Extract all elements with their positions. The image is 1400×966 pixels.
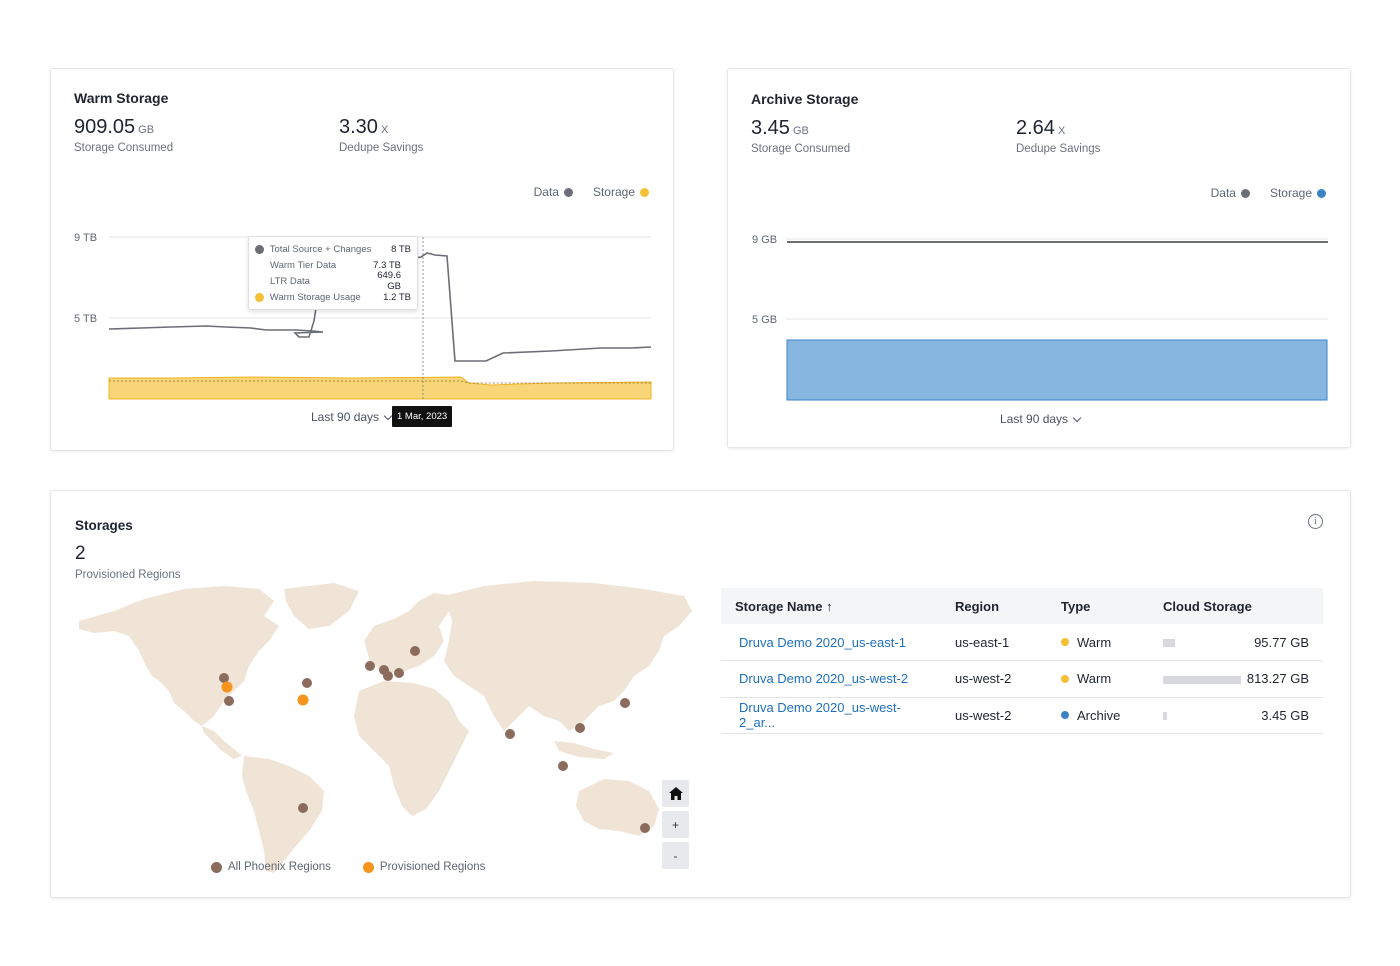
legend-storage[interactable]: Storage: [593, 185, 649, 199]
storage-bar: [1163, 639, 1175, 648]
table-row: Druva Demo 2020_us-west-2_ar... us-west-…: [721, 697, 1323, 734]
date-tag: 1 Mar, 2023: [392, 406, 453, 427]
tooltip-row-ltr: LTR Data 649.6 GB: [270, 270, 401, 292]
warm-consumed-value: 909.05 GB: [74, 116, 155, 138]
range-label: Last 90 days: [1000, 412, 1069, 426]
region-cell: us-east-1: [941, 624, 1047, 661]
archive-storage-card: Archive Storage 3.45 GB Storage Consumed …: [727, 68, 1351, 448]
provisioned-label: Provisioned Regions: [75, 569, 181, 581]
type-cell: Warm: [1047, 660, 1149, 698]
type-cell: Archive: [1047, 697, 1149, 734]
legend-storage[interactable]: Storage: [1270, 186, 1326, 200]
storage-bar: [1163, 712, 1167, 721]
chart-tooltip: Total Source + Changes 8 TB Warm Tier Dat…: [248, 236, 418, 310]
region-cell: us-west-2: [941, 660, 1047, 698]
tooltip-row-total: Total Source + Changes 8 TB: [255, 241, 411, 257]
cloud-storage-cell: 3.45 GB: [1149, 697, 1323, 734]
storage-name-cell: Druva Demo 2020_us-west-2_ar...: [721, 697, 941, 734]
map-zoom-out-button[interactable]: -: [662, 842, 689, 869]
y-tick-5gb: 5 GB: [752, 314, 777, 326]
storages-title: Storages: [75, 518, 133, 533]
table-row: Druva Demo 2020_us-east-1 us-east-1 Warm…: [721, 624, 1323, 661]
warm-dedupe-label: Dedupe Savings: [339, 142, 424, 154]
archive-dedupe-value: 2.64 X: [1016, 117, 1066, 139]
storage-bar: [1163, 675, 1241, 684]
home-icon: [668, 787, 683, 800]
legend-provisioned-regions: Provisioned Regions: [362, 861, 485, 873]
archive-storage-chart: 9 GB 5 GB: [752, 234, 1328, 401]
warm-dedupe-value: 3.30 X: [339, 116, 389, 138]
info-icon[interactable]: i: [1308, 514, 1323, 529]
legend-all-regions: All Phoenix Regions: [211, 861, 331, 873]
archive-legend: Data Storage: [1211, 186, 1326, 200]
col-type: Type: [1047, 588, 1149, 624]
storages-table: Storage Name ↑ Region Type Cloud Storage…: [721, 588, 1323, 734]
map-home-button[interactable]: [662, 780, 689, 807]
col-region: Region: [941, 588, 1047, 624]
range-label: Last 90 days: [311, 410, 380, 424]
tooltip-row-warm-usage: Warm Storage Usage 1.2 TB: [255, 289, 411, 305]
cloud-storage-cell: 813.27 GB: [1149, 660, 1323, 698]
archive-dedupe-label: Dedupe Savings: [1016, 143, 1101, 155]
ltr-dotted-line: [109, 380, 651, 384]
storage-name-cell: Druva Demo 2020_us-east-1: [721, 624, 941, 661]
y-tick-5tb: 5 TB: [74, 313, 97, 325]
warm-storage-card: Warm Storage 909.05 GB Storage Consumed 3…: [50, 68, 674, 451]
warm-consumed-label: Storage Consumed: [74, 142, 174, 154]
table-row: Druva Demo 2020_us-west-2 us-west-2 Warm…: [721, 660, 1323, 698]
storage-name-cell: Druva Demo 2020_us-west-2: [721, 660, 941, 698]
tooltip-row-warm-tier: Warm Tier Data 7.3 TB: [270, 259, 401, 271]
y-tick-9tb: 9 TB: [74, 232, 97, 244]
y-tick-9gb: 9 GB: [752, 234, 777, 246]
warm-legend: Data Storage: [534, 185, 649, 199]
warm-range-dropdown[interactable]: Last 90 days: [311, 410, 393, 424]
col-storage-name[interactable]: Storage Name ↑: [721, 588, 941, 624]
storage-name-link[interactable]: Druva Demo 2020_us-east-1: [739, 634, 906, 650]
table-header-row: Storage Name ↑ Region Type Cloud Storage: [721, 588, 1323, 624]
chevron-down-icon: [1072, 413, 1082, 422]
archive-range-dropdown[interactable]: Last 90 days: [1000, 412, 1082, 426]
region-cell: us-west-2: [941, 697, 1047, 734]
world-map: [79, 581, 692, 873]
storages-card: Storages 2 Provisioned Regions i: [50, 490, 1351, 898]
archive-storage-title: Archive Storage: [751, 91, 859, 107]
legend-data[interactable]: Data: [1211, 186, 1250, 200]
provisioned-count: 2: [75, 543, 86, 564]
warm-storage-area: [108, 376, 652, 400]
warm-storage-title: Warm Storage: [74, 90, 169, 106]
archive-storage-area: [786, 339, 1328, 401]
legend-data[interactable]: Data: [534, 185, 573, 199]
map-legend: All Phoenix Regions Provisioned Regions: [211, 861, 485, 873]
storage-name-link[interactable]: Druva Demo 2020_us-west-2_ar...: [739, 700, 901, 731]
archive-consumed-label: Storage Consumed: [751, 143, 851, 155]
archive-consumed-value: 3.45 GB: [751, 117, 809, 139]
type-cell: Warm: [1047, 624, 1149, 661]
storage-name-link[interactable]: Druva Demo 2020_us-west-2: [739, 671, 909, 687]
cloud-storage-cell: 95.77 GB: [1149, 624, 1323, 661]
col-cloud-storage: Cloud Storage: [1149, 588, 1323, 624]
map-zoom-in-button[interactable]: +: [662, 811, 689, 838]
